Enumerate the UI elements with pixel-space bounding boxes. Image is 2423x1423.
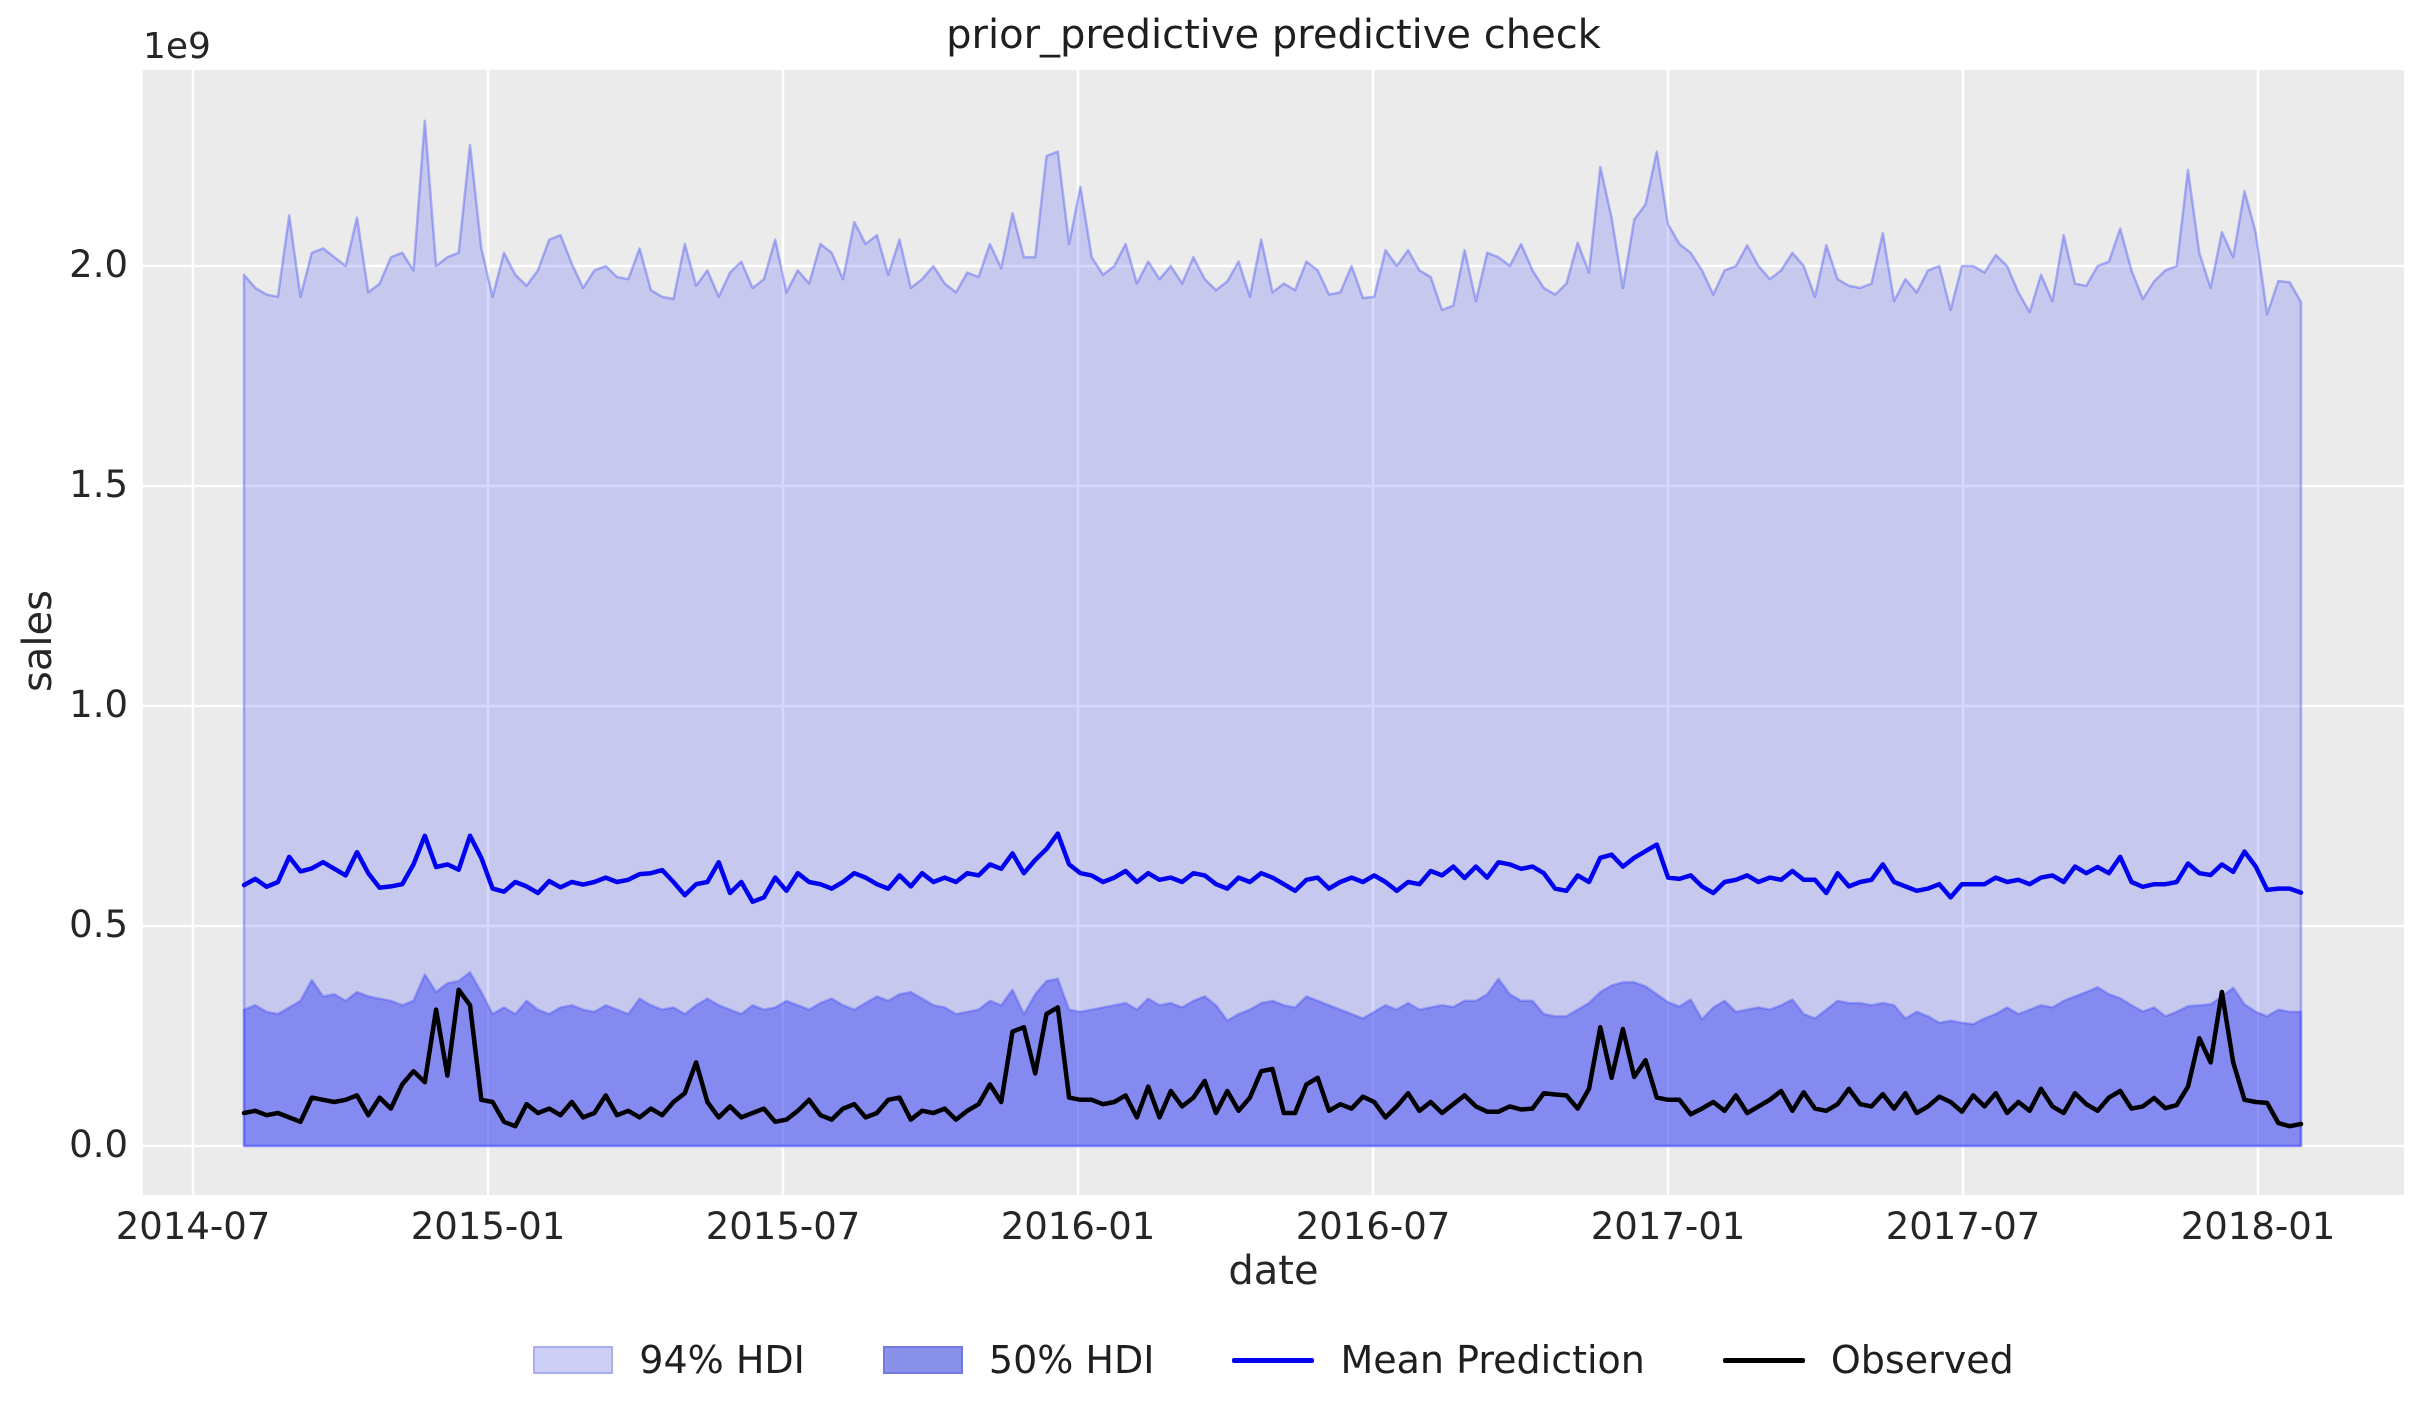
- mean-prediction-line: [241, 831, 2304, 905]
- hdi94-band: [242, 119, 2303, 1148]
- legend: 94% HDI 50% HDI Mean Prediction Observed: [143, 1338, 2404, 1382]
- x-tick-label: 2015-07: [705, 1205, 861, 1248]
- legend-item: 50% HDI: [882, 1338, 1155, 1382]
- x-axis-label: date: [1228, 1248, 1319, 1294]
- y-tick-label: 1.0: [69, 682, 128, 726]
- hdi94-swatch: [533, 1346, 614, 1374]
- legend-label: 94% HDI: [639, 1338, 805, 1382]
- hdi50-swatch: [882, 1346, 963, 1374]
- y-axis-offset-text: 1e9: [143, 26, 211, 67]
- legend-item: Observed: [1722, 1338, 2014, 1382]
- legend-item: 94% HDI: [533, 1338, 805, 1382]
- y-tick-label: 0.0: [69, 1122, 128, 1166]
- legend-label: Mean Prediction: [1340, 1338, 1645, 1382]
- y-tick-label: 0.5: [69, 902, 128, 946]
- mean-line-sample: [1232, 1357, 1315, 1363]
- observed-line: [241, 987, 2304, 1129]
- x-tick-label: 2018-01: [2180, 1205, 2336, 1248]
- x-tick-label: 2016-07: [1295, 1205, 1451, 1248]
- y-tick-label: 2.0: [69, 242, 128, 286]
- legend-item: Mean Prediction: [1232, 1338, 1645, 1382]
- y-tick-label: 1.5: [69, 462, 128, 506]
- legend-label: 50% HDI: [988, 1338, 1155, 1382]
- x-tick-label: 2017-07: [1885, 1205, 2041, 1248]
- page-title: prior_predictive predictive check: [946, 12, 1601, 58]
- x-tick-label: 2014-07: [115, 1205, 271, 1248]
- legend-label: Observed: [1830, 1338, 2014, 1382]
- x-tick-label: 2017-01: [1590, 1205, 1746, 1248]
- x-tick-label: 2015-01: [410, 1205, 566, 1248]
- x-tick-label: 2016-01: [1000, 1205, 1156, 1248]
- plot-background: [143, 70, 2404, 1195]
- observed-line-sample: [1722, 1357, 1805, 1363]
